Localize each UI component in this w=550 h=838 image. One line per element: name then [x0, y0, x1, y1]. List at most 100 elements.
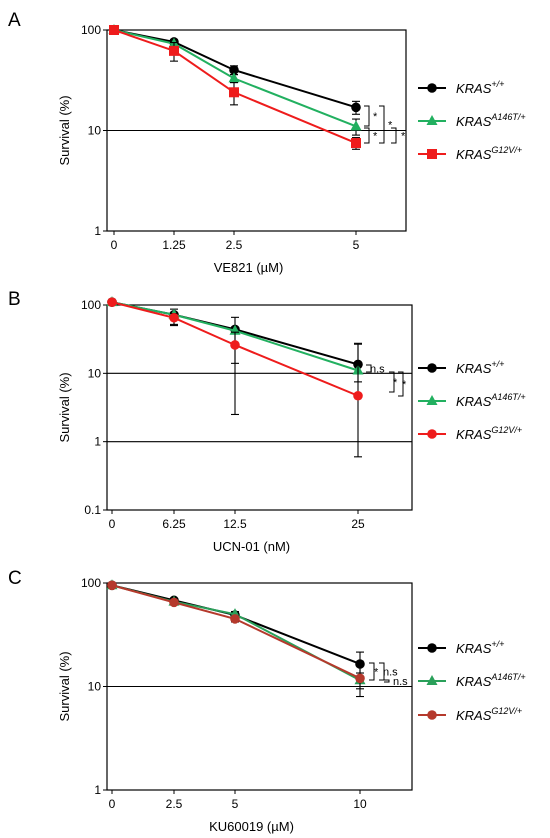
data-point — [229, 87, 239, 98]
legend-allele: +/+ — [491, 79, 504, 89]
legend-allele: G12V/+ — [491, 706, 522, 716]
significance-label: n.s — [370, 364, 385, 376]
significance-label: * — [373, 131, 378, 143]
legend-gene: KRAS — [456, 114, 492, 129]
data-point — [107, 297, 117, 307]
series-3 — [109, 25, 361, 150]
legend-label: KRASG12V/+ — [456, 706, 522, 723]
x-tick-label: 0 — [109, 797, 116, 811]
legend-label: KRAS+/+ — [456, 79, 504, 96]
data-point — [169, 312, 179, 323]
series-2 — [106, 579, 366, 690]
legend-item: KRAS+/+ — [418, 639, 504, 656]
significance-bracket — [366, 364, 372, 373]
significance-bracket — [379, 662, 385, 681]
y-tick-label: 100 — [81, 298, 101, 312]
series-3 — [107, 297, 363, 458]
significance-bracket — [379, 105, 385, 144]
significance-label: * — [393, 377, 398, 389]
legend-marker — [426, 115, 438, 125]
legend-item: KRASG12V/+ — [418, 425, 522, 442]
y-tick-label: 1 — [94, 783, 101, 797]
significance-bracket — [398, 371, 404, 397]
legend-item: KRAS+/+ — [418, 359, 504, 376]
y-tick-label: 10 — [88, 124, 102, 138]
x-tick-label: 5 — [353, 238, 360, 252]
legend-label: KRAS+/+ — [456, 639, 504, 656]
x-tick-label: 12.5 — [223, 517, 247, 531]
legend-allele: +/+ — [491, 359, 504, 369]
series-line — [111, 584, 361, 665]
legend-gene: KRAS — [456, 674, 492, 689]
panel-letter: C — [8, 568, 22, 589]
y-axis-title: Survival (%) — [57, 95, 72, 165]
legend-gene: KRAS — [456, 81, 492, 96]
x-tick-label: 2.5 — [226, 238, 243, 252]
x-axis-title: UCN-01 (nM) — [213, 539, 290, 554]
series-line — [111, 584, 361, 680]
x-tick-label: 10 — [353, 797, 367, 811]
data-point — [350, 120, 362, 131]
significance-bracket — [384, 679, 390, 683]
data-point — [169, 597, 179, 608]
data-point — [109, 25, 119, 35]
data-point — [353, 390, 363, 401]
x-tick-label: 0 — [109, 517, 116, 531]
legend-label: KRASA146T/+ — [456, 672, 526, 689]
legend-label: KRASG12V/+ — [456, 145, 522, 162]
panel-letter: A — [8, 10, 21, 31]
x-tick-label: 25 — [351, 517, 365, 531]
legend-label: KRASA146T/+ — [456, 392, 526, 409]
legend-gene: KRAS — [456, 708, 492, 723]
legend-allele: G12V/+ — [491, 425, 522, 435]
panel-a: A 1 10 100 0 1.25 2.5 5 VE821 (µM) Survival (%) * *… — [8, 10, 526, 275]
data-point — [355, 659, 365, 669]
y-axis-title: Survival (%) — [57, 651, 72, 721]
significance-label: * — [373, 111, 378, 123]
significance-label: n.s — [383, 667, 398, 679]
x-axis-title: VE821 (µM) — [214, 260, 284, 275]
x-axis-title: KU60019 (µM) — [209, 819, 294, 834]
panel-letter: B — [8, 289, 21, 310]
x-tick-label: 1.25 — [162, 238, 186, 252]
y-axis-title: Survival (%) — [57, 372, 72, 442]
legend-marker — [427, 149, 437, 159]
panel-c: C 1 10 100 0 2.5 5 10 KU60019 (µM) Survival (%) * n… — [8, 568, 526, 834]
legend-item: KRASA146T/+ — [418, 672, 526, 689]
significance-label: n.s — [393, 676, 408, 688]
y-tick-label: 1 — [94, 224, 101, 238]
legend-marker — [426, 675, 438, 685]
series-line — [111, 301, 359, 372]
y-tick-label: 100 — [81, 23, 101, 37]
y-tick-label: 10 — [88, 366, 102, 380]
legend-marker — [427, 643, 437, 653]
legend-allele: A146T/+ — [490, 392, 525, 402]
y-tick-label: 0.1 — [84, 503, 101, 517]
legend-gene: KRAS — [456, 147, 492, 162]
x-tick-label: 0 — [111, 238, 118, 252]
significance-label: * — [388, 120, 393, 132]
series-line — [111, 301, 359, 397]
data-point — [355, 673, 365, 684]
significance-label: * — [401, 131, 406, 143]
significance-bracket — [364, 127, 370, 144]
legend-item: KRASG12V/+ — [418, 706, 522, 723]
legend-allele: G12V/+ — [491, 145, 522, 155]
series-line — [113, 29, 357, 128]
panel-b: B 0.1 1 10 100 0 6.25 12.5 25 UCN-01 (nM) Survival… — [8, 289, 526, 554]
legend-gene: KRAS — [456, 427, 492, 442]
legend-allele: A146T/+ — [490, 112, 525, 122]
data-point — [230, 340, 240, 350]
data-point — [107, 580, 117, 591]
significance-bracket — [391, 127, 397, 144]
data-point — [229, 65, 239, 75]
legend-gene: KRAS — [456, 641, 492, 656]
y-tick-label: 10 — [88, 680, 102, 694]
legend-allele: A146T/+ — [490, 672, 525, 682]
legend-gene: KRAS — [456, 394, 492, 409]
data-point — [169, 45, 179, 56]
legend-item: KRAS+/+ — [418, 79, 504, 96]
legend-marker — [427, 363, 437, 373]
significance-label: * — [374, 667, 379, 679]
data-point — [228, 72, 240, 83]
